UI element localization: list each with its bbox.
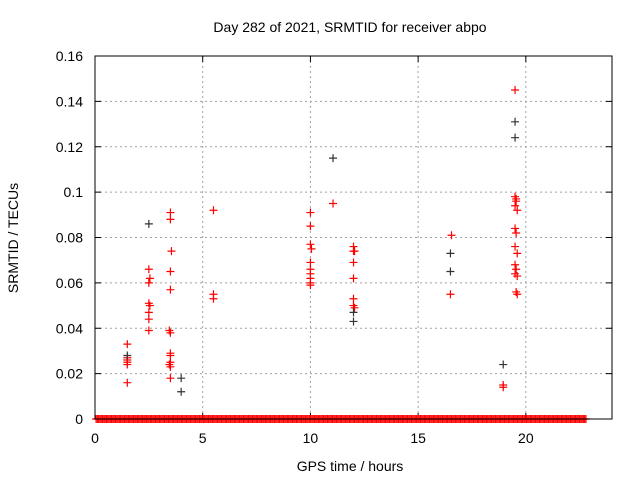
red-point [123, 360, 132, 369]
red-point [512, 228, 521, 237]
black-point [349, 317, 358, 326]
red-point [144, 308, 153, 317]
red-point [349, 258, 358, 267]
red-point [166, 328, 175, 337]
red-point [513, 206, 522, 215]
red-point [306, 222, 315, 231]
y-tick-label: 0.12 [56, 139, 83, 155]
red-point [166, 362, 175, 371]
red-point [166, 374, 175, 383]
y-tick-label: 0.1 [64, 184, 84, 200]
red-point [447, 231, 456, 240]
red-point [350, 247, 359, 256]
red-point [329, 199, 338, 208]
y-tick-label: 0.14 [56, 93, 83, 109]
red-point [511, 242, 520, 251]
chart-title: Day 282 of 2021, SRMTID for receiver abp… [213, 19, 486, 35]
red-point [166, 215, 175, 224]
y-tick-label: 0.16 [56, 48, 83, 64]
data-points [92, 86, 590, 423]
red-point [209, 294, 218, 303]
x-tick-label: 15 [410, 430, 426, 446]
black-point [177, 387, 186, 396]
grid [95, 56, 612, 419]
red-point [512, 197, 521, 206]
red-point [306, 208, 315, 217]
red-point [123, 378, 132, 387]
red-point [166, 267, 175, 276]
y-axis-label: SRMTID / TECUs [5, 183, 21, 293]
y-tick-label: 0.04 [56, 320, 83, 336]
y-tick-label: 0.06 [56, 275, 83, 291]
red-point [513, 249, 522, 258]
black-point [349, 308, 358, 317]
y-tick-label: 0 [75, 411, 83, 427]
red-point [144, 265, 153, 274]
ticks: 0 5 10 15 20 0 0.02 0.04 0.06 0.08 0.1 0.12 0.14 0.16 [56, 48, 612, 446]
black-point [177, 374, 186, 383]
x-tick-label: 0 [91, 430, 99, 446]
x-tick-label: 10 [303, 430, 319, 446]
red-point [511, 260, 520, 269]
black-point [511, 117, 520, 126]
red-point [306, 281, 315, 290]
red-point [349, 274, 358, 283]
red-point [166, 285, 175, 294]
red-point [209, 206, 218, 215]
red-point [350, 303, 359, 312]
red-point [513, 290, 522, 299]
red-point [307, 244, 316, 253]
red-point [166, 351, 175, 360]
red-point [349, 294, 358, 303]
red-point [511, 86, 520, 95]
black-point [511, 133, 520, 142]
red-point [499, 383, 508, 392]
red-point [144, 315, 153, 324]
black-point [446, 249, 455, 258]
red-point [123, 340, 132, 349]
red-point [167, 247, 176, 256]
x-tick-label: 20 [518, 430, 534, 446]
black-point [499, 360, 508, 369]
red-point [145, 301, 154, 310]
red-point [446, 290, 455, 299]
black-point [329, 154, 338, 163]
red-point [145, 274, 154, 283]
x-tick-label: 5 [199, 430, 207, 446]
black-point [144, 219, 153, 228]
black-point [123, 351, 132, 360]
y-tick-label: 0.02 [56, 366, 83, 382]
red-point [511, 201, 520, 210]
red-point [166, 208, 175, 217]
y-tick-label: 0.08 [56, 230, 83, 246]
red-point [512, 265, 521, 274]
red-point [144, 278, 153, 287]
black-point [446, 267, 455, 276]
x-axis-label: GPS time / hours [297, 458, 404, 474]
plot-frame [94, 55, 613, 420]
red-point [306, 240, 315, 249]
red-point [513, 272, 522, 281]
red-point [511, 224, 520, 233]
red-point [144, 326, 153, 335]
red-point [306, 258, 315, 267]
